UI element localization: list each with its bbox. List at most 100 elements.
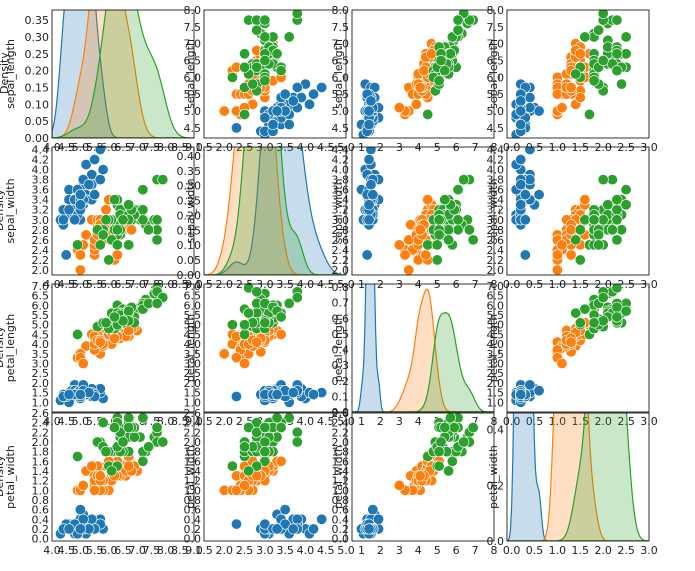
y-tick-label: 3.8: [487, 174, 505, 187]
y-tick-label: 2.4: [184, 417, 202, 430]
x-tick-label: 3: [396, 278, 403, 291]
density-tick-label: 0.2: [332, 375, 350, 388]
y-tick-label: 6.5: [184, 55, 202, 68]
scatter-point-virginica: [597, 214, 609, 226]
scatter-point-setosa: [524, 379, 536, 391]
y-tick-label: 2.0: [184, 436, 202, 449]
scatter-point-setosa: [271, 389, 283, 401]
x-tick-label: 4.5: [57, 141, 75, 154]
scatter-point-virginica: [458, 174, 470, 186]
kde-virginica-sepal_length: [52, 10, 194, 138]
y-tick-label: 3.6: [32, 184, 50, 197]
y-tick-label: 6.5: [487, 290, 505, 303]
scatter-point-versicolor: [108, 332, 120, 344]
scatter-point-virginica: [620, 199, 632, 211]
kde-versicolor-petal_length: [352, 288, 494, 412]
scatter-point-setosa: [365, 147, 377, 156]
scatter-point-setosa: [515, 119, 527, 131]
scatter-point-virginica: [137, 184, 149, 196]
y-tick-label: 5.0: [184, 105, 202, 118]
scatter-point-virginica: [94, 239, 106, 251]
scatter-point-setosa: [291, 81, 303, 93]
scatter-point-setosa: [524, 102, 536, 114]
scatter-point-virginica: [157, 174, 169, 186]
y-tick-label: 2.0: [184, 377, 202, 390]
scatter-point-setosa: [80, 159, 92, 171]
y-tick-label: 1.4: [332, 465, 350, 478]
panel-petal_width-vs-petal_length: 0.00.20.40.60.81.01.21.41.61.82.02.22.42…: [332, 407, 498, 557]
scatter-point-virginica: [123, 199, 135, 211]
scatter-point-virginica: [226, 71, 238, 83]
x-tick-label: 2.0: [216, 278, 234, 291]
x-tick-label: 0.5: [526, 544, 544, 557]
scatter-point-versicolor: [393, 102, 405, 114]
scatter-point-versicolor: [418, 65, 430, 77]
y-axis-label-sepal_length: sepal_length: [332, 39, 345, 109]
scatter-point-virginica: [239, 48, 251, 60]
y-tick-label: 1.8: [184, 446, 202, 459]
x-tick-label: 4.0: [43, 544, 61, 557]
scatter-point-setosa: [63, 523, 75, 535]
scatter-point-virginica: [111, 224, 123, 236]
y-tick-label: 4.4: [332, 144, 350, 157]
scatter-point-virginica: [239, 328, 251, 340]
density-tick-label: 0.4: [332, 344, 350, 357]
scatter-point-setosa: [63, 204, 75, 216]
y-tick-label: 1.2: [184, 475, 202, 488]
y-tick-label: 0.2: [32, 523, 50, 536]
panel-frame-0-3: [506, 9, 650, 139]
scatter-point-setosa: [533, 189, 545, 201]
scatter-point-virginica: [111, 239, 123, 251]
scatter-point-versicolor: [574, 48, 586, 60]
y-tick-label: 6.5: [487, 55, 505, 68]
scatter-point-versicolor: [275, 328, 287, 340]
x-tick-label: 1.0: [549, 141, 567, 154]
scatter-point-virginica: [570, 68, 582, 80]
scatter-point-setosa: [287, 95, 299, 107]
x-tick-label: 2.0: [216, 415, 234, 428]
y-tick-label: 8.0: [332, 4, 350, 17]
scatter-point-virginica: [103, 254, 115, 266]
scatter-point-virginica: [620, 48, 632, 60]
scatter-point-virginica: [611, 284, 623, 294]
scatter-point-virginica: [611, 14, 623, 26]
scatter-point-virginica: [251, 24, 263, 36]
scatter-point-virginica: [467, 421, 479, 433]
scatter-point-setosa: [86, 169, 98, 181]
scatter-point-versicolor: [399, 249, 411, 261]
scatter-point-virginica: [422, 108, 434, 120]
scatter-point-setosa: [519, 249, 531, 261]
y-axis-label-sepal_length: sepal_length: [487, 39, 500, 109]
y-ticks-petal_length: 1.01.52.02.53.03.54.04.55.05.56.06.57.0: [32, 280, 50, 409]
x-tick-label: 3.5: [276, 278, 294, 291]
y-axis-label-petal_length: petal_length: [332, 314, 345, 382]
panel-petal_length-vs-sepal_width: 1.01.52.02.53.03.54.04.55.05.56.06.57.0p…: [184, 280, 355, 428]
x-tick-label: 7: [472, 415, 479, 428]
y-tick-label: 4.5: [184, 328, 202, 341]
scatter-point-setosa: [519, 214, 531, 226]
scatter-point-setosa: [279, 518, 291, 530]
kde-versicolor-sepal_width: [204, 147, 346, 275]
scatter-point-virginica: [137, 413, 149, 424]
y-tick-label: 5.0: [184, 319, 202, 332]
x-tick-label: 2.0: [216, 544, 234, 557]
panel-frame-2-0: [51, 283, 195, 413]
scatter-point-virginica: [433, 75, 445, 87]
x-tick-label: 7.0: [128, 278, 146, 291]
density-tick-label: 0.40: [177, 150, 202, 163]
x-tick-label: 8.5: [171, 278, 189, 291]
y-tick-label: 5.0: [487, 319, 505, 332]
y-tick-label: 3.0: [32, 358, 50, 371]
plot-area-0-1: [218, 10, 328, 138]
scatter-point-setosa: [515, 95, 527, 107]
scatter-point-setosa: [363, 199, 375, 211]
scatter-point-virginica: [439, 65, 451, 77]
y-tick-label: 1.0: [332, 484, 350, 497]
y-tick-label: 2.2: [332, 254, 350, 267]
x-tick-label: 8.5: [171, 415, 189, 428]
y-tick-label: 1.0: [32, 484, 50, 497]
scatter-point-virginica: [433, 446, 445, 458]
x-ticks-petal_width: 0.0 0.5 1.0 1.5 2.0 2.5 3.0: [503, 544, 658, 557]
x-tick-label: 5: [434, 141, 441, 154]
